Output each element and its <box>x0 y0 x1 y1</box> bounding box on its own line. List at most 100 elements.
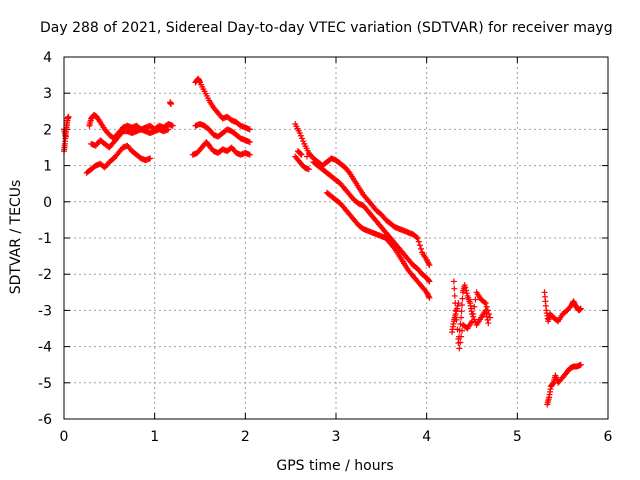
data-point <box>297 132 304 139</box>
series-arc-a-mid <box>88 126 172 151</box>
data-point <box>246 151 253 158</box>
data-point <box>454 326 461 333</box>
data-point <box>426 294 433 301</box>
x-tick-label: 1 <box>150 429 159 445</box>
data-point <box>296 130 303 137</box>
series-arc-c-upper <box>292 120 433 269</box>
data-point <box>423 256 430 263</box>
series-arc-b-low <box>189 139 253 158</box>
y-tick-label: -6 <box>38 412 52 428</box>
data-point <box>486 311 492 318</box>
data-point <box>416 242 423 249</box>
data-point <box>425 259 432 266</box>
y-tick-label: 4 <box>43 50 52 66</box>
chart-title: Day 288 of 2021, Sidereal Day-to-day VTE… <box>40 20 613 36</box>
series-early-start <box>61 113 72 155</box>
data-point <box>452 307 459 314</box>
data-point <box>167 101 174 108</box>
data-point <box>165 126 172 133</box>
data-point <box>426 262 433 269</box>
data-point <box>424 290 431 297</box>
data-point <box>469 318 475 325</box>
series-arc-c-lower <box>292 153 433 301</box>
data-point <box>472 296 479 303</box>
axis-ticks: 0 1 2 3 4 5 6 -6 -5 -4 -3 -2 -1 0 1 2 3 4 <box>38 50 613 445</box>
data-point <box>459 327 466 334</box>
data-point <box>482 300 489 307</box>
series-arc-b-mid <box>192 120 253 146</box>
y-tick-label: -3 <box>38 303 52 319</box>
data-point <box>450 278 457 285</box>
data-point <box>345 168 352 175</box>
data-point <box>453 308 460 315</box>
data-point <box>458 314 465 321</box>
data-point <box>147 155 154 162</box>
data-point <box>458 333 465 340</box>
y-tick-label: -1 <box>38 231 52 247</box>
y-tick-label: 0 <box>43 195 52 211</box>
data-point <box>570 298 577 305</box>
data-point <box>484 307 491 314</box>
data-point <box>414 235 421 241</box>
data-point <box>483 303 490 310</box>
data-point <box>462 284 469 291</box>
data-point <box>451 292 458 299</box>
x-tick-label: 2 <box>241 429 250 445</box>
data-point <box>96 117 103 124</box>
x-axis-label: GPS time / hours <box>276 458 393 474</box>
y-axis-label: SDTVAR / TECUs <box>8 180 24 295</box>
data-point <box>456 345 463 352</box>
x-tick-label: 3 <box>332 429 341 445</box>
data-point <box>461 282 468 289</box>
data-point <box>577 305 584 312</box>
data-point <box>303 153 310 160</box>
series-arc-c-mid <box>294 148 433 285</box>
y-tick-label: 3 <box>43 86 52 102</box>
data-point <box>577 361 584 368</box>
data-point <box>169 122 176 129</box>
x-tick-label: 0 <box>60 429 69 445</box>
data-point <box>298 151 305 158</box>
data-points <box>61 75 584 408</box>
data-point <box>424 258 431 265</box>
data-point <box>470 311 477 318</box>
data-point <box>463 287 470 294</box>
data-point <box>459 301 466 308</box>
data-point <box>300 138 307 145</box>
data-point <box>485 320 492 327</box>
data-point <box>549 380 556 387</box>
x-tick-label: 6 <box>604 429 613 445</box>
series-cluster-d <box>449 278 494 352</box>
series-arc-a-lower <box>83 142 154 176</box>
data-point <box>418 245 424 252</box>
y-tick-label: -4 <box>38 340 52 356</box>
data-point <box>65 113 72 120</box>
plot-frame <box>63 56 609 420</box>
data-point <box>425 277 432 284</box>
y-tick-label: -2 <box>38 267 52 283</box>
y-tick-label: -5 <box>38 376 52 392</box>
y-tick-label: 1 <box>43 159 52 175</box>
series-arc-b-top <box>192 75 253 133</box>
data-point <box>415 238 422 245</box>
data-point <box>246 126 253 133</box>
data-point <box>246 139 253 146</box>
grid <box>64 57 608 419</box>
series-cluster-e-upper <box>541 289 584 325</box>
data-point <box>571 301 578 308</box>
data-point <box>425 293 432 300</box>
data-point <box>453 316 460 323</box>
data-point <box>297 150 304 157</box>
data-point <box>413 234 420 241</box>
data-point <box>571 299 578 306</box>
data-point <box>463 290 470 297</box>
data-point <box>451 285 458 292</box>
data-point <box>457 339 464 346</box>
data-point <box>471 303 478 310</box>
data-point <box>305 166 312 173</box>
series-cluster-e-lower <box>544 361 584 408</box>
data-point <box>423 289 430 296</box>
data-point <box>487 314 494 321</box>
series-arc-a-upper <box>86 111 176 142</box>
x-tick-label: 4 <box>422 429 431 445</box>
